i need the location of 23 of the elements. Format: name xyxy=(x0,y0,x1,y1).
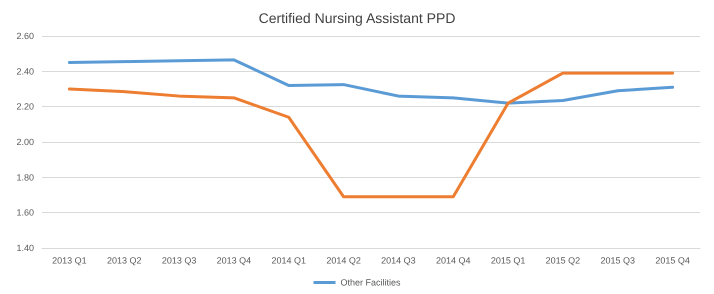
y-tick-label: 2.00 xyxy=(16,137,34,147)
legend-label: Other Facilities xyxy=(340,278,402,288)
y-tick-label: 2.20 xyxy=(16,102,34,112)
x-tick-label: 2014 Q1 xyxy=(271,256,306,266)
x-tick-label: 2013 Q3 xyxy=(162,256,196,266)
x-tick-label: 2014 Q4 xyxy=(436,256,471,266)
line-series xyxy=(68,72,674,198)
x-tick-label: 2014 Q2 xyxy=(326,256,361,266)
line-series xyxy=(68,58,674,105)
x-tick-label: 2015 Q3 xyxy=(600,256,636,266)
y-tick-label: 2.40 xyxy=(16,66,34,76)
y-tick-label: 1.60 xyxy=(16,208,34,218)
y-tick-label: 2.60 xyxy=(16,31,34,41)
x-tick-label: 2014 Q3 xyxy=(381,256,416,266)
x-tick-label: 2015 Q1 xyxy=(490,256,526,266)
y-tick-label: 1.80 xyxy=(16,172,34,182)
chart-title: Certified Nursing Assistant PPD xyxy=(258,10,456,26)
x-tick-label: 2013 Q4 xyxy=(216,256,252,266)
x-tick-label: 2015 Q2 xyxy=(546,256,580,266)
x-tick-label: 2015 Q4 xyxy=(655,256,690,266)
x-tick-label: 2013 Q1 xyxy=(52,256,87,266)
y-tick-label: 1.40 xyxy=(16,243,34,253)
x-tick-label: 2013 Q2 xyxy=(106,256,142,266)
